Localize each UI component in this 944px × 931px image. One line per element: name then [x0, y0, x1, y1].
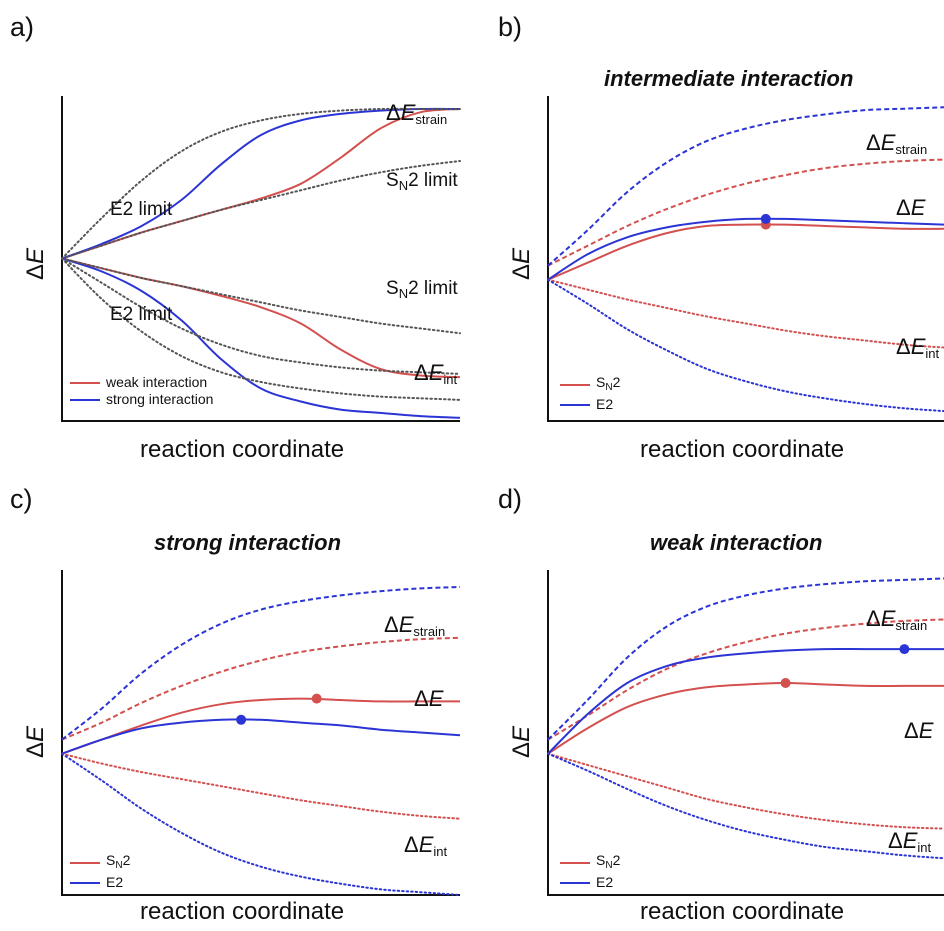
annotation-total: ΔE [904, 718, 934, 743]
axes [547, 570, 944, 896]
annotation-total: ΔE [414, 686, 444, 711]
series-line-sn2-4 [547, 278, 944, 349]
axes [547, 96, 944, 422]
panel-label: b) [498, 12, 523, 42]
annotation-int: ΔEint [414, 360, 458, 387]
legend-swatch [70, 862, 100, 864]
y-axis-label: ΔE [508, 247, 535, 280]
series-line-e2-limit-7 [61, 257, 461, 401]
series-line-sn2-4 [61, 752, 461, 820]
series-line-sn2-limit-6 [61, 257, 461, 335]
axes [61, 570, 460, 896]
annotation-strain: ΔEstrain [866, 606, 928, 633]
legend-swatch [560, 384, 590, 386]
y-axis-label: ΔE [508, 725, 535, 758]
legend-label: E2 [596, 874, 614, 890]
series-line-e2-5 [547, 278, 944, 413]
legend-swatch [560, 403, 590, 406]
series-line-e2-limit-8 [61, 257, 461, 375]
plot-area [547, 96, 944, 422]
legend: SN2 E2 [70, 852, 130, 891]
legend-label: weak interaction [106, 374, 208, 390]
series-line-sn2-2 [61, 697, 460, 755]
legend-label: E2 [596, 396, 614, 412]
annotation-sn2-limit-upper: SN2 limit [386, 170, 458, 193]
legend-swatch [560, 862, 590, 864]
panel-label: a) [10, 12, 35, 42]
series-line-sn2-0 [547, 158, 944, 267]
series-line-strong-interaction-1 [61, 107, 461, 260]
transition-state-marker-e2 [760, 213, 771, 224]
y-axis-label: ΔE [22, 725, 49, 758]
annotation-int: ΔEint [404, 832, 448, 859]
annotation-strain: ΔEstrain [866, 130, 928, 157]
series-line-sn2-0 [547, 618, 944, 741]
panel-title: weak interaction [650, 530, 823, 555]
axes [61, 96, 460, 422]
series-line-sn2-limit-4 [61, 160, 461, 260]
legend-item-e2: E2 [560, 874, 620, 891]
legend-label: E2 [106, 874, 124, 890]
legend-swatch [70, 881, 100, 884]
annotation-e2-limit-lower: E2 limit [110, 304, 173, 325]
x-axis-label: reaction coordinate [140, 436, 345, 463]
legend-swatch [70, 398, 100, 401]
y-axis-label: ΔE [22, 247, 49, 280]
legend: weak interaction strong interaction [70, 374, 213, 408]
legend: SN2 E2 [560, 852, 620, 891]
panel-title: intermediate interaction [604, 66, 854, 91]
panel-label: d) [498, 484, 523, 514]
series-line-strong-interaction-3 [61, 257, 461, 419]
legend-label: strong interaction [106, 391, 214, 407]
transition-state-marker-sn2 [780, 678, 791, 688]
legend-swatch [70, 381, 100, 384]
legend: SN2 E2 [560, 374, 620, 413]
series-line-sn2-0 [61, 636, 461, 741]
series-line-e2-1 [547, 106, 944, 267]
series-line-e2-3 [547, 217, 944, 281]
series-line-e2-3 [547, 648, 944, 755]
annotation-int: ΔEint [888, 828, 932, 855]
annotation-e2-limit-upper: E2 limit [110, 199, 173, 220]
legend-item-e2: E2 [560, 396, 620, 413]
plot-area [547, 570, 944, 896]
legend-item-sn2: SN2 [560, 852, 620, 874]
series-line-e2-3 [61, 718, 461, 755]
legend-item-sn2: SN2 [560, 374, 620, 396]
series-line-sn2-4 [547, 752, 944, 830]
transition-state-marker-sn2 [311, 693, 322, 704]
panel-label: c) [10, 484, 33, 514]
legend-item-weak: weak interaction [70, 374, 213, 391]
series-line-e2-limit-5 [61, 107, 461, 260]
annotation-strain: ΔEstrain [386, 100, 448, 127]
annotation-strain: ΔEstrain [384, 612, 446, 639]
series-line-e2-5 [61, 752, 461, 896]
annotation-sn2-limit-lower: SN2 limit [386, 278, 458, 301]
panel-title: strong interaction [154, 530, 342, 555]
x-axis-label: reaction coordinate [640, 898, 845, 925]
legend-item-e2: E2 [70, 874, 130, 891]
transition-state-marker-e2 [899, 644, 910, 655]
series-line-weak-interaction-2 [61, 257, 461, 379]
series-line-sn2-2 [547, 681, 944, 755]
legend-item-sn2: SN2 [70, 852, 130, 874]
series-line-e2-1 [61, 586, 461, 741]
legend-swatch [560, 881, 590, 884]
series-line-e2-5 [547, 752, 944, 860]
x-axis-label: reaction coordinate [640, 436, 845, 463]
transition-state-marker-e2 [236, 714, 247, 725]
annotation-int: ΔEint [896, 334, 940, 361]
plot-area [61, 570, 461, 896]
plot-area [61, 96, 461, 422]
series-line-e2-1 [547, 577, 944, 741]
x-axis-label: reaction coordinate [140, 898, 345, 925]
annotation-total: ΔE [896, 195, 926, 220]
series-line-sn2-2 [547, 223, 944, 281]
legend-item-strong: strong interaction [70, 391, 213, 408]
